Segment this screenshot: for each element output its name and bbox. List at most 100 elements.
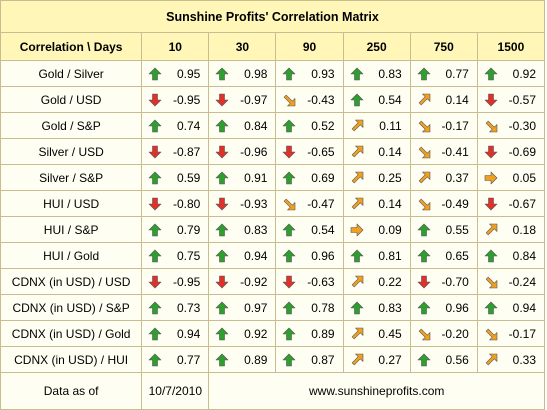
correlation-cell: 0.84 (208, 112, 277, 139)
table-title: Sunshine Profits' Correlation Matrix (0, 0, 545, 33)
correlation-cell: 0.89 (208, 346, 277, 373)
correlation-cell: 0.69 (275, 164, 344, 191)
correlation-cell: 0.79 (141, 216, 210, 243)
arrow-up-right-icon (351, 197, 363, 209)
correlation-cell: 0.83 (342, 294, 411, 321)
column-header-750: 750 (409, 32, 478, 61)
correlation-cell: 0.14 (342, 138, 411, 165)
correlation-cell: -0.67 (476, 190, 546, 217)
arrow-down-icon (283, 145, 296, 158)
arrow-down-right-icon (418, 120, 430, 132)
arrow-down-icon (283, 275, 296, 288)
arrow-up-icon (148, 223, 162, 236)
correlation-cell: -0.80 (141, 190, 210, 217)
correlation-value: 0.79 (177, 222, 201, 237)
column-header-250: 250 (342, 32, 411, 61)
correlation-cell: 0.27 (342, 346, 411, 373)
correlation-cell: 0.94 (208, 242, 277, 269)
table-row: Gold / S&P 0.74 0.84 0.52 0.11 -0.17 -0.30 (0, 112, 546, 139)
arrow-down-right-icon (485, 328, 498, 340)
correlation-cell: 0.55 (409, 216, 478, 243)
arrow-down-icon (417, 275, 430, 288)
arrow-up-icon (148, 301, 162, 314)
correlation-value: 0.14 (378, 144, 402, 159)
correlation-cell: 0.83 (342, 60, 411, 87)
row-label: CDNX (in USD) / HUI (0, 346, 143, 373)
correlation-cell: 0.45 (342, 320, 411, 347)
correlation-cell: -0.87 (141, 138, 210, 165)
correlation-value: -0.17 (441, 118, 469, 133)
correlation-value: 0.18 (512, 222, 536, 237)
correlation-value: 0.09 (378, 222, 402, 237)
correlation-value: 0.92 (512, 66, 536, 81)
arrow-up-icon (484, 249, 498, 262)
corner-header: Correlation \ Days (0, 32, 143, 61)
correlation-value: -0.80 (173, 196, 201, 211)
correlation-cell: 0.33 (476, 346, 546, 373)
correlation-value: 0.55 (445, 222, 469, 237)
arrow-up-icon (148, 119, 162, 132)
correlation-value: 0.94 (244, 248, 268, 263)
correlation-cell: -0.93 (208, 190, 277, 217)
arrow-down-icon (216, 93, 229, 106)
correlation-value: -0.63 (307, 274, 335, 289)
correlation-cell: 0.92 (476, 60, 546, 87)
correlation-value: 0.83 (378, 300, 402, 315)
correlation-value: -0.87 (173, 144, 201, 159)
correlation-cell: -0.65 (275, 138, 344, 165)
arrow-down-icon (148, 145, 162, 158)
arrow-up-icon (350, 67, 363, 80)
correlation-cell: 0.94 (476, 294, 546, 321)
correlation-value: 0.81 (378, 248, 402, 263)
correlation-value: -0.93 (240, 196, 268, 211)
correlation-value: 0.69 (311, 170, 335, 185)
arrow-up-icon (148, 249, 162, 262)
title-row: Sunshine Profits' Correlation Matrix (0, 0, 545, 33)
correlation-value: -0.69 (508, 144, 536, 159)
correlation-cell: 0.77 (141, 346, 210, 373)
correlation-cell: -0.17 (409, 112, 478, 139)
arrow-down-icon (216, 197, 229, 210)
correlation-cell: 0.96 (275, 242, 344, 269)
correlation-value: 0.22 (378, 274, 402, 289)
arrow-up-right-icon (351, 145, 363, 157)
correlation-value: -0.43 (307, 92, 335, 107)
correlation-cell: -0.95 (141, 268, 210, 295)
arrow-up-icon (417, 301, 430, 314)
header-row: Correlation \ Days 10 30 90 250 750 1500 (0, 32, 546, 61)
correlation-value: 0.56 (445, 352, 469, 367)
correlation-cell: 0.54 (342, 86, 411, 113)
arrow-down-right-icon (284, 198, 296, 210)
correlation-value: 0.95 (177, 66, 201, 81)
arrow-up-icon (216, 327, 229, 340)
correlation-value: 0.89 (311, 326, 335, 341)
arrow-up-icon (417, 353, 430, 366)
arrow-down-right-icon (485, 276, 498, 288)
table-row: Silver / S&P 0.59 0.91 0.69 0.25 0.37 0.05 (0, 164, 546, 191)
arrow-up-icon (283, 327, 296, 340)
table-row: CDNX (in USD) / Gold 0.94 0.92 0.89 0.45 -0.2… (0, 320, 546, 347)
correlation-cell: -0.24 (476, 268, 546, 295)
arrow-down-icon (148, 275, 162, 288)
correlation-value: -0.97 (240, 92, 268, 107)
column-header-1500: 1500 (476, 32, 546, 61)
arrow-up-icon (283, 67, 296, 80)
correlation-cell: 0.14 (409, 86, 478, 113)
arrow-down-icon (148, 197, 162, 210)
arrow-up-icon (283, 119, 296, 132)
correlation-value: -0.57 (508, 92, 536, 107)
correlation-cell: 0.97 (208, 294, 277, 321)
arrow-up-icon (216, 249, 229, 262)
correlation-cell: -0.70 (409, 268, 478, 295)
table-row: CDNX (in USD) / USD -0.95 -0.92 -0.63 0.22 -0… (0, 268, 546, 295)
arrow-up-right-icon (485, 353, 498, 365)
arrow-down-right-icon (418, 198, 430, 210)
correlation-cell: 0.96 (409, 294, 478, 321)
correlation-cell: -0.41 (409, 138, 478, 165)
arrow-up-right-icon (351, 119, 363, 131)
row-label: Silver / USD (0, 138, 143, 165)
correlation-value: -0.17 (508, 326, 536, 341)
correlation-cell: 0.14 (342, 190, 411, 217)
correlation-cell: 0.59 (141, 164, 210, 191)
arrow-down-right-icon (418, 146, 430, 158)
